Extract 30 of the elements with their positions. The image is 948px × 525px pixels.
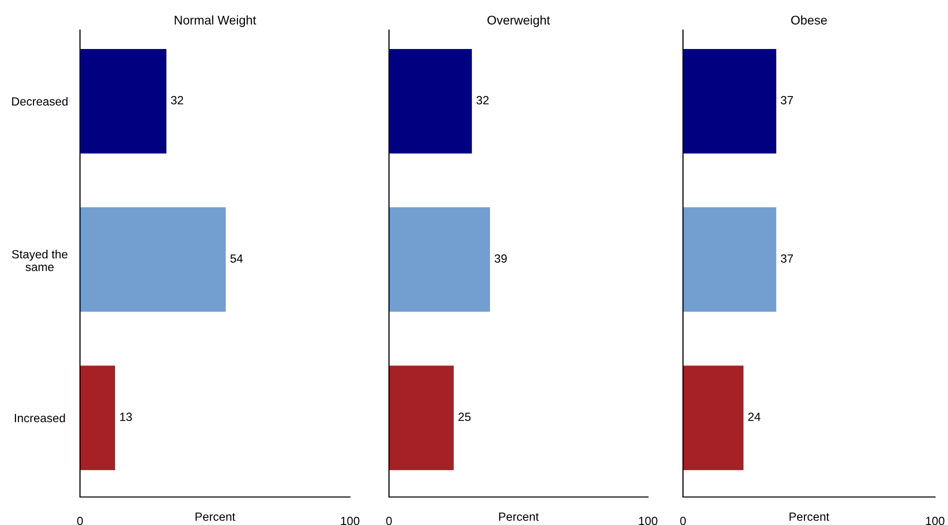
chart-title: Overweight — [487, 15, 550, 28]
chart-title: Obese — [791, 15, 827, 25]
y-tick-label: Decreased — [12, 96, 68, 106]
x-tick-label: 100 — [926, 516, 944, 525]
data-label: 24 — [748, 412, 760, 421]
bar — [389, 48, 472, 154]
data-label: 37 — [780, 96, 793, 104]
data-label: 32 — [171, 96, 184, 104]
x-tick-label: 100 — [639, 516, 658, 525]
x-axis-title: Percent — [196, 512, 236, 521]
bar — [80, 207, 226, 312]
x-tick-label: 100 — [341, 516, 360, 525]
data-label: 32 — [476, 96, 489, 104]
bar — [389, 366, 454, 470]
x-axis-title: Percent — [499, 512, 539, 521]
data-label: 13 — [120, 412, 132, 422]
x-tick-label: 0 — [77, 516, 83, 525]
x-tick-label: 0 — [386, 516, 392, 525]
bar — [389, 207, 490, 312]
bar — [80, 366, 116, 470]
y-tick-label: Increased — [14, 414, 65, 422]
bar — [80, 48, 166, 154]
data-label: 37 — [780, 254, 793, 263]
data-label: 25 — [458, 412, 471, 422]
x-axis-title: Percent — [790, 512, 830, 521]
data-label: 39 — [494, 254, 507, 263]
chart-title: Normal Weight — [174, 15, 256, 28]
x-tick-label: 0 — [680, 516, 686, 525]
y-tick-label: Stayed the same — [12, 250, 68, 272]
data-label: 54 — [230, 254, 243, 263]
